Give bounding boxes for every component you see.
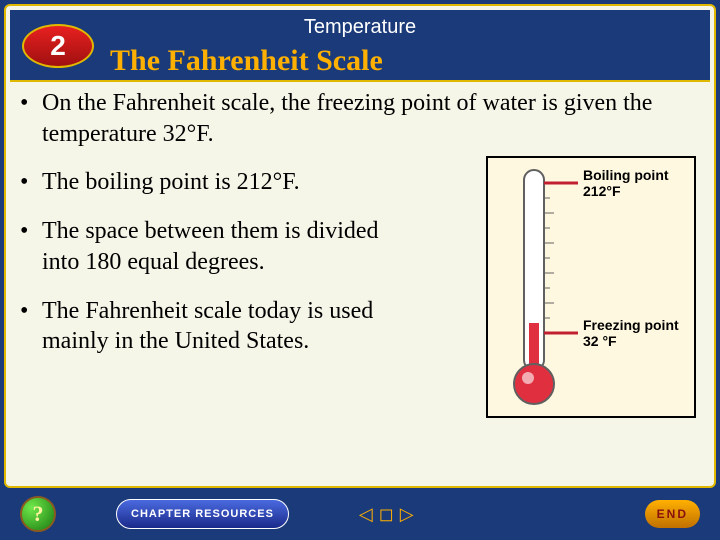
bullet-text: The space between them is divided into 1… [42, 216, 412, 277]
bullet-dot-icon: • [20, 88, 42, 149]
boiling-label: Boiling point [583, 167, 669, 183]
footer-bar: ? CHAPTER RESOURCES ◁ ◻ ▷ END [0, 488, 720, 540]
nav-prev-icon[interactable]: ◁ [359, 504, 373, 525]
chapter-number: 2 [50, 30, 66, 62]
thermometer-svg: Boiling point 212°F Freezing point 32 °F [488, 158, 694, 416]
chapter-badge: 2 [22, 24, 94, 68]
nav-next-icon[interactable]: ▷ [400, 504, 414, 525]
header-strip: Temperature The Fahrenheit Scale [10, 10, 710, 82]
help-button[interactable]: ? [20, 496, 56, 532]
topic-label: Temperature [10, 16, 710, 39]
thermometer-diagram: Boiling point 212°F Freezing point 32 °F [486, 156, 696, 418]
chapter-resources-button[interactable]: CHAPTER RESOURCES [116, 499, 289, 529]
bullet-text: On the Fahrenheit scale, the freezing po… [42, 88, 700, 149]
slide-frame: Temperature The Fahrenheit Scale 2 • On … [4, 4, 716, 488]
freezing-value: 32 °F [583, 333, 617, 349]
freezing-label: Freezing point [583, 317, 679, 333]
boiling-value: 212°F [583, 183, 621, 199]
bullet-dot-icon: • [20, 216, 42, 277]
bullet-item: • On the Fahrenheit scale, the freezing … [20, 88, 700, 149]
bullet-text: The boiling point is 212°F. [42, 167, 412, 198]
end-label: END [657, 507, 688, 521]
help-icon: ? [33, 501, 44, 527]
end-button[interactable]: END [645, 500, 700, 528]
chapter-resources-label: CHAPTER RESOURCES [131, 508, 274, 520]
nav-group: ◁ ◻ ▷ [359, 504, 414, 525]
bullet-dot-icon: • [20, 296, 42, 357]
bullet-text: The Fahrenheit scale today is used mainl… [42, 296, 412, 357]
bullet-dot-icon: • [20, 167, 42, 198]
nav-stop-icon[interactable]: ◻ [379, 504, 394, 525]
slide-title: The Fahrenheit Scale [110, 44, 383, 78]
